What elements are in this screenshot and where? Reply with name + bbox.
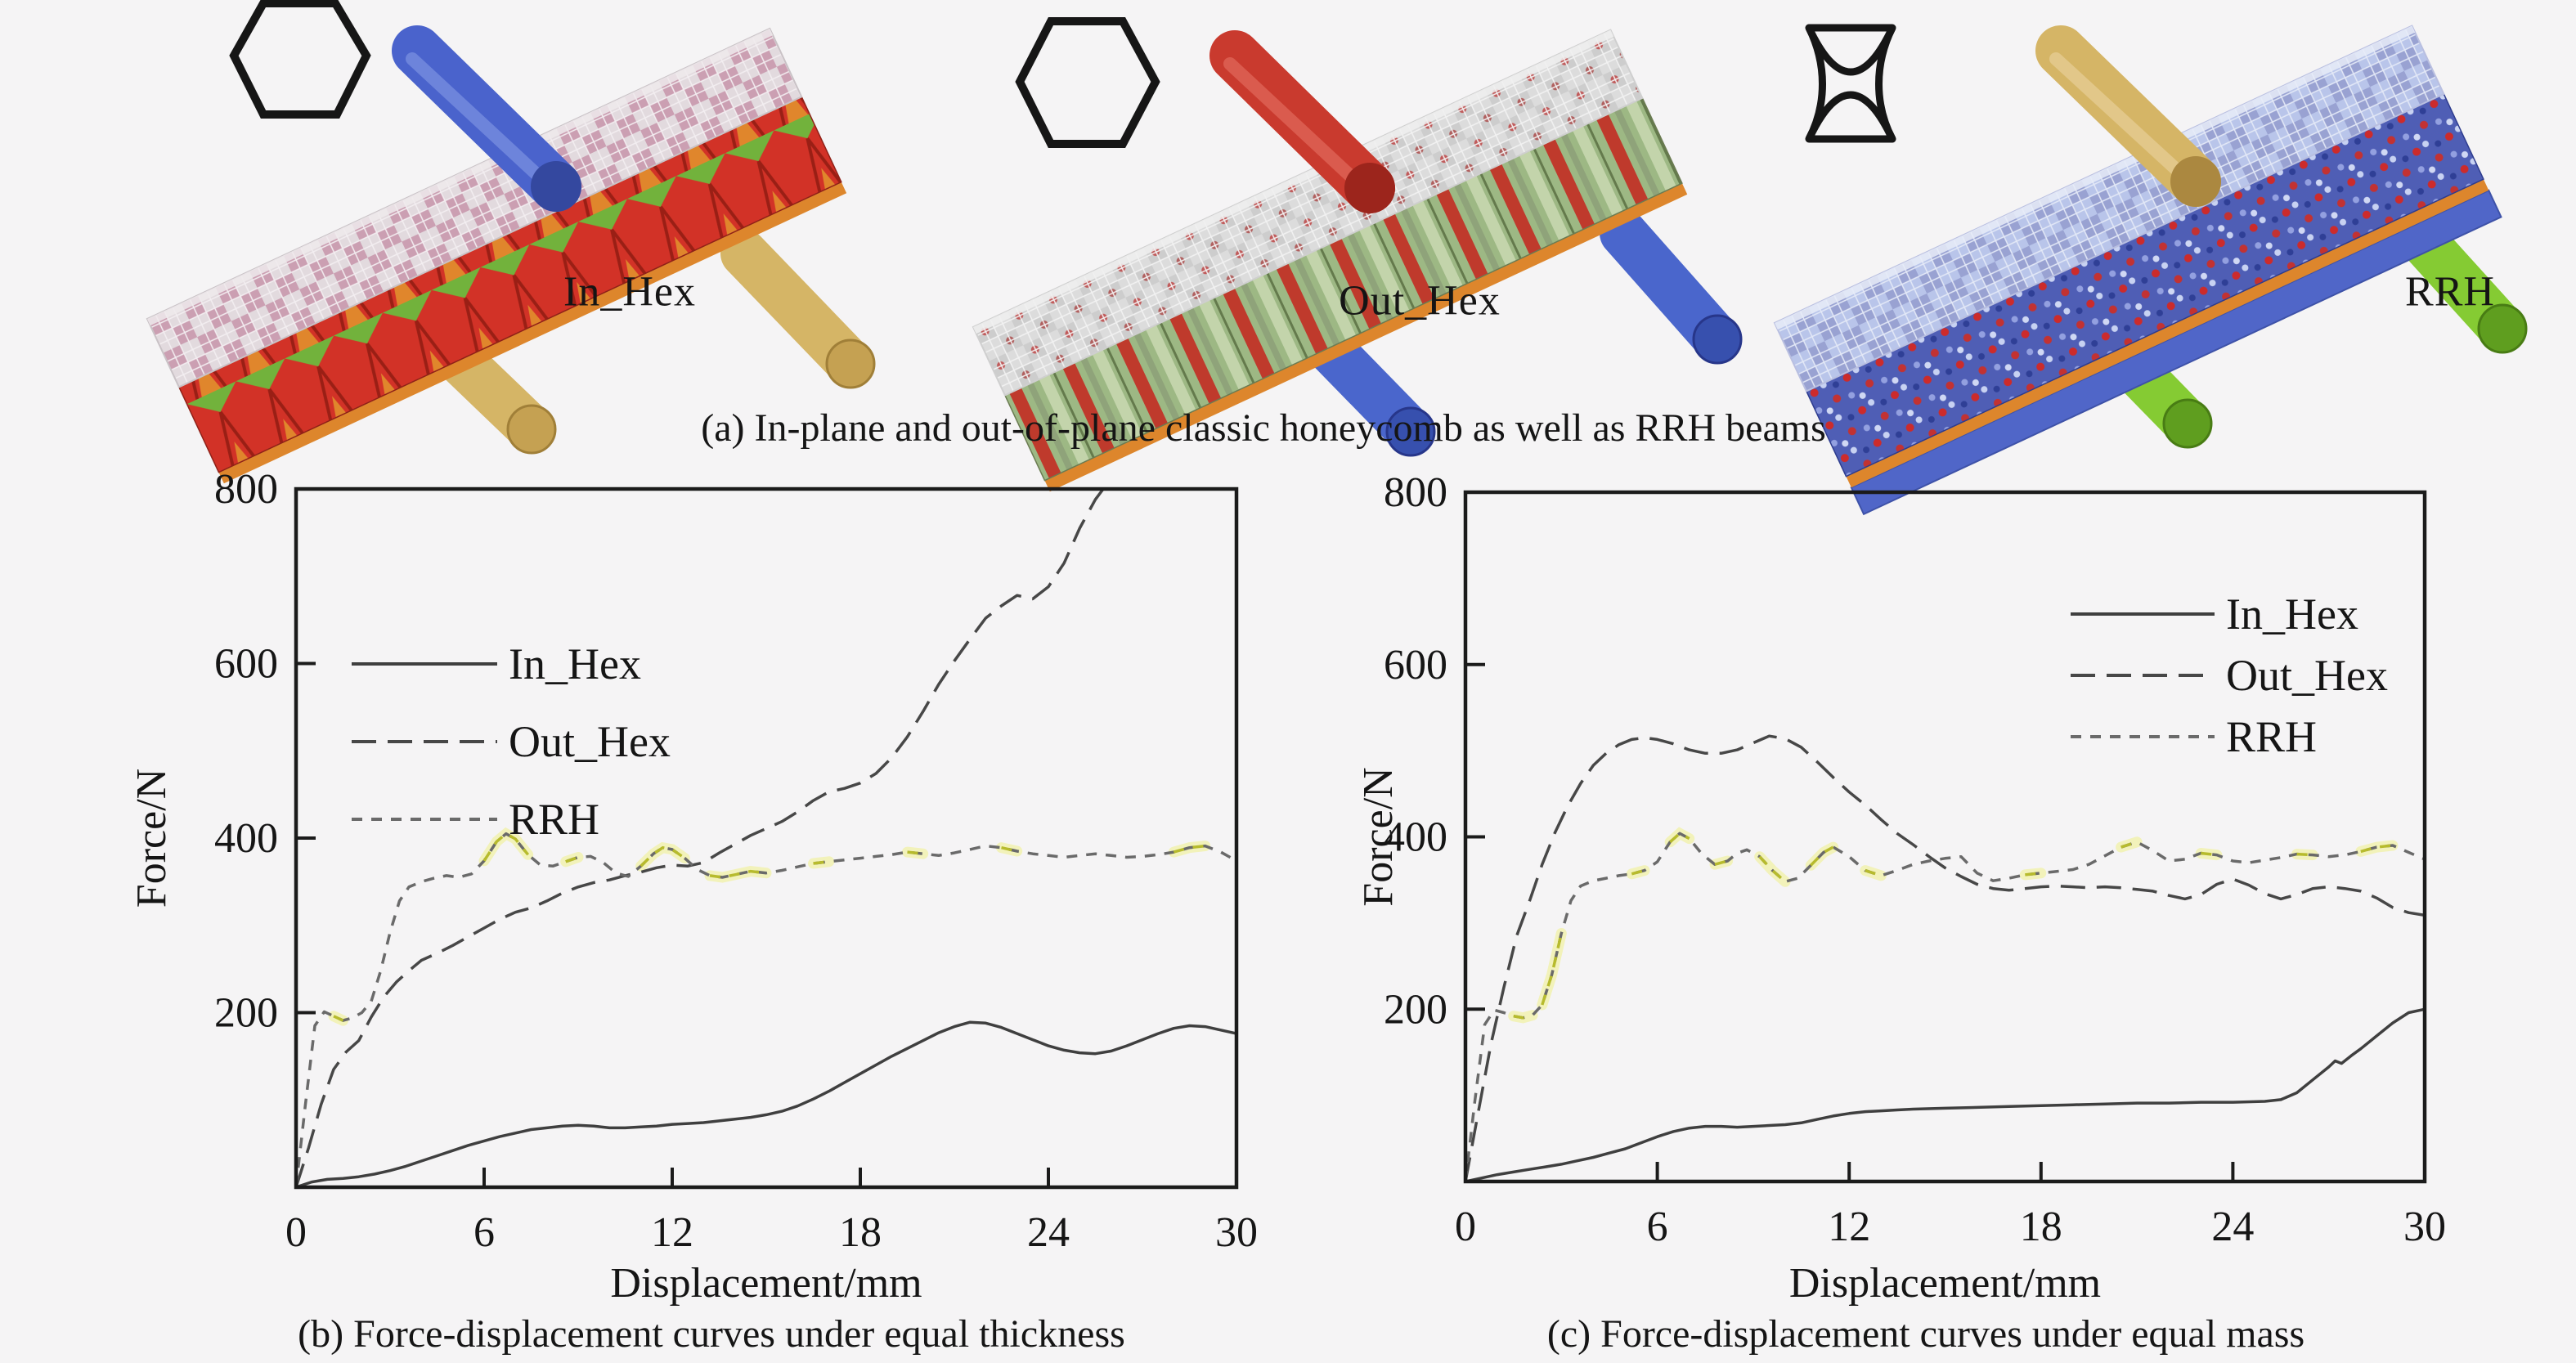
legend-label-in_hex: In_Hex	[509, 639, 641, 688]
x-tick-label: 0	[1455, 1204, 1476, 1250]
curve-rrh	[296, 832, 1237, 1188]
beam-body	[972, 29, 1688, 492]
rrh-highlight-segment	[1865, 868, 1882, 877]
loading-roller-icon	[1209, 30, 1395, 213]
x-tick-label: 6	[473, 1209, 495, 1256]
curve-in_hex	[296, 1020, 1237, 1189]
rrh-highlight-segment	[1758, 855, 1787, 883]
x-tick-label: 24	[1027, 1209, 1070, 1256]
panel-label-rrh: RRH	[2405, 268, 2495, 316]
caption-a: (a) In-plane and out-of-plane classic ho…	[701, 406, 1826, 450]
caption-c: (c) Force-displacement curves under equa…	[1546, 1312, 2305, 1356]
legend-label-rrh: RRH	[2226, 712, 2317, 761]
rrh-highlight-segment	[2201, 851, 2217, 857]
rrh-highlight-segment	[1810, 845, 1834, 867]
beam-body	[146, 27, 847, 484]
rrh-highlight-segment	[1541, 933, 1564, 1006]
x-axis-label: Displacement/mm	[1789, 1260, 2101, 1307]
rrh-highlight-segment	[1513, 1013, 1533, 1020]
legend-label-rrh: RRH	[509, 795, 599, 844]
rrh-highlight-segment	[640, 845, 686, 868]
y-axis-label: Force/N	[1355, 767, 1402, 906]
rrh-highlight-segment	[2025, 872, 2041, 877]
plot-frame	[294, 486, 1239, 1190]
out-of-plane-hexagon-icon	[1015, 17, 1160, 148]
x-tick-label: 30	[2403, 1204, 2446, 1250]
y-tick-label: 200	[214, 990, 278, 1037]
rrh-highlight-segment	[2296, 852, 2313, 857]
in-hex-beam-illustration	[146, 25, 876, 484]
rrh-highlight-segment	[709, 869, 767, 879]
out-hex-beam-illustration	[972, 29, 1743, 492]
y-tick-label: 600	[214, 641, 278, 688]
rrh-highlight-segment	[333, 1015, 344, 1022]
rrh-highlight-segment	[907, 850, 923, 855]
rrh-highlight-segment	[2360, 844, 2394, 854]
y-axis-label: Force/N	[128, 769, 175, 908]
in-plane-hexagon-icon	[229, 0, 371, 119]
legend-label-out_hex: Out_Hex	[2226, 651, 2388, 700]
rrh-highlight-segment	[1173, 844, 1205, 854]
plot-area	[296, 487, 1237, 1189]
x-tick-label: 24	[2211, 1204, 2254, 1250]
rrh-highlight-glow	[635, 841, 690, 872]
x-tick-label: 0	[285, 1209, 307, 1256]
rrh-highlight-segment	[1631, 868, 1645, 876]
panel-label-out-hex: Out_Hex	[1339, 277, 1501, 325]
rrh-highlight-segment	[1669, 832, 1690, 844]
reentrant-cell-icon	[1805, 24, 1896, 143]
curve-out_hex	[1465, 734, 2426, 1182]
rrh-highlight-segment	[1714, 859, 1729, 866]
x-tick-label: 12	[1828, 1204, 1870, 1250]
x-tick-label: 12	[651, 1209, 693, 1256]
rrh-highlight-segment	[2120, 841, 2138, 849]
rrh-highlight-segment	[1001, 845, 1018, 853]
rrh-highlight-segment	[565, 855, 579, 863]
legend-label-out_hex: Out_Hex	[509, 717, 671, 766]
loading-roller-icon	[392, 25, 581, 212]
y-tick-label: 400	[214, 815, 278, 862]
y-tick-label: 600	[1384, 642, 1447, 688]
x-tick-label: 6	[1647, 1204, 1668, 1250]
caption-b: (b) Force-displacement curves under equa…	[298, 1312, 1125, 1356]
beam-body	[1773, 25, 2502, 516]
curve-rrh	[1465, 832, 2426, 1182]
y-tick-label: 800	[214, 466, 278, 513]
rrh-beam-illustration	[1773, 25, 2528, 516]
legend-label-in_hex: In_Hex	[2226, 590, 2358, 639]
plot-area	[1465, 734, 2426, 1183]
y-tick-label: 400	[1384, 814, 1447, 861]
y-tick-label: 800	[1384, 469, 1447, 516]
rrh-highlight-segment	[813, 860, 829, 865]
curve-out_hex	[296, 487, 1106, 1188]
loading-roller-icon	[2035, 25, 2221, 207]
panel-label-in-hex: In_Hex	[563, 268, 696, 316]
x-tick-label: 18	[2020, 1204, 2062, 1250]
y-tick-label: 200	[1384, 986, 1447, 1033]
curve-in_hex	[1465, 1007, 2426, 1183]
x-tick-label: 30	[1215, 1209, 1258, 1256]
x-axis-label: Displacement/mm	[610, 1260, 922, 1307]
x-tick-label: 18	[839, 1209, 882, 1256]
